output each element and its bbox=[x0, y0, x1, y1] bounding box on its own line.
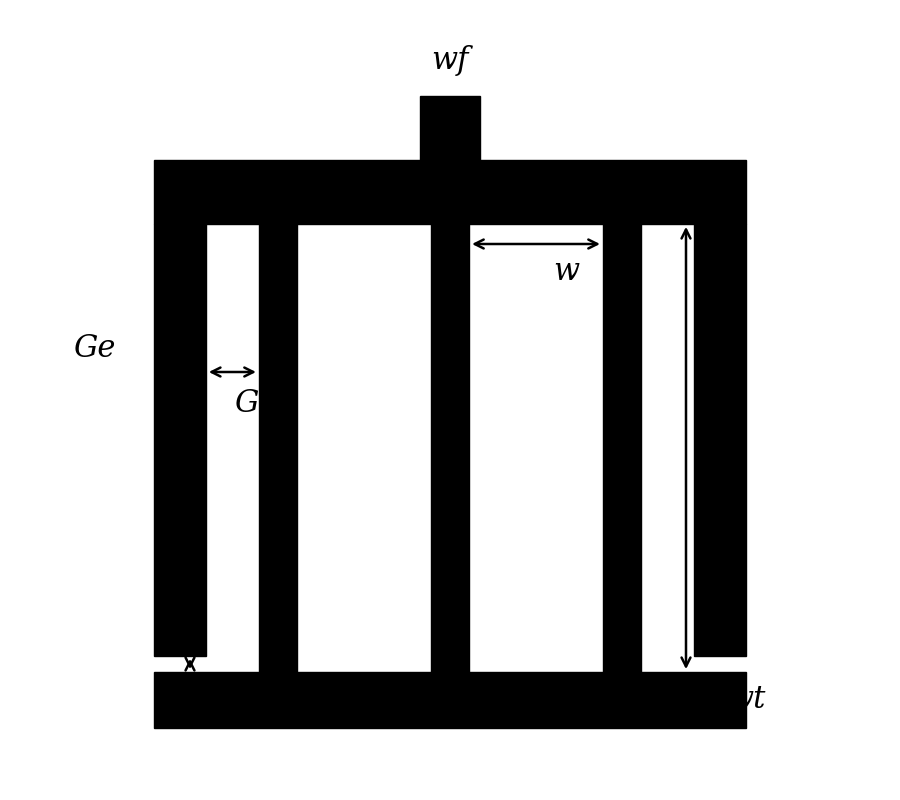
Bar bbox=[420, 96, 480, 160]
Bar bbox=[154, 224, 206, 656]
Bar bbox=[154, 160, 746, 224]
Bar bbox=[259, 224, 297, 672]
Bar bbox=[694, 224, 746, 656]
Text: G: G bbox=[234, 389, 258, 419]
Bar bbox=[154, 672, 746, 728]
Bar bbox=[431, 160, 469, 672]
Text: w: w bbox=[553, 257, 579, 287]
Text: L: L bbox=[716, 433, 736, 463]
Text: Ge: Ge bbox=[73, 333, 115, 363]
Text: wt: wt bbox=[727, 685, 765, 715]
Bar bbox=[603, 224, 641, 672]
Text: wf: wf bbox=[431, 45, 469, 75]
